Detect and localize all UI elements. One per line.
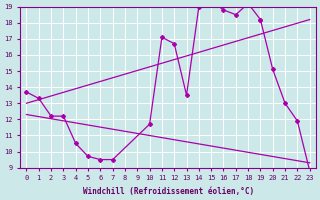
- X-axis label: Windchill (Refroidissement éolien,°C): Windchill (Refroidissement éolien,°C): [83, 187, 254, 196]
